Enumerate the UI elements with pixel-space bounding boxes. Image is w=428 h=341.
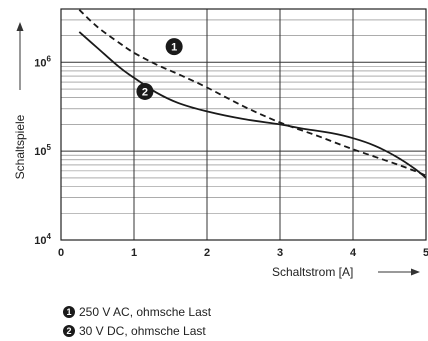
series-line-2 [78, 31, 427, 179]
annotations: 12 [136, 38, 183, 100]
y-tick-label: 106 [34, 54, 51, 69]
y-tick-labels: 104 105 106 [34, 54, 51, 247]
annotation-label-2: 2 [142, 86, 148, 98]
x-axis-title: Schaltstrom [A] [272, 265, 420, 279]
x-tick-label: 5 [423, 247, 428, 259]
annotation-marker-2 [136, 82, 154, 100]
y-tick-label: 105 [34, 143, 51, 158]
legend-marker-1: 1 [63, 306, 75, 318]
legend-marker-2: 2 [63, 325, 75, 337]
y-tick-label: 104 [34, 232, 51, 247]
curves [78, 9, 427, 179]
x-tick-labels: 0 1 2 3 4 5 [58, 247, 428, 259]
grid [60, 8, 427, 241]
series-line-1 [78, 9, 427, 177]
y-axis-label: Schaltspiele [13, 114, 27, 179]
x-tick-label: 2 [204, 247, 210, 259]
x-tick-label: 4 [350, 247, 357, 259]
x-axis-label: Schaltstrom [A] [272, 265, 353, 279]
plot-frame [60, 8, 427, 241]
annotation-label-1: 1 [171, 42, 177, 54]
legend-item-1: 1 250 V AC, ohmsche Last [63, 305, 211, 319]
legend-text-1: 250 V AC, ohmsche Last [79, 305, 212, 319]
y-axis-title: Schaltspiele [13, 22, 27, 179]
x-tick-label: 1 [131, 247, 137, 259]
legend-item-2: 2 30 V DC, ohmsche Last [63, 324, 206, 338]
x-tick-label: 0 [58, 247, 64, 259]
legend-text-2: 30 V DC, ohmsche Last [79, 324, 206, 338]
annotation-marker-1 [165, 38, 183, 56]
x-tick-label: 3 [277, 247, 283, 259]
